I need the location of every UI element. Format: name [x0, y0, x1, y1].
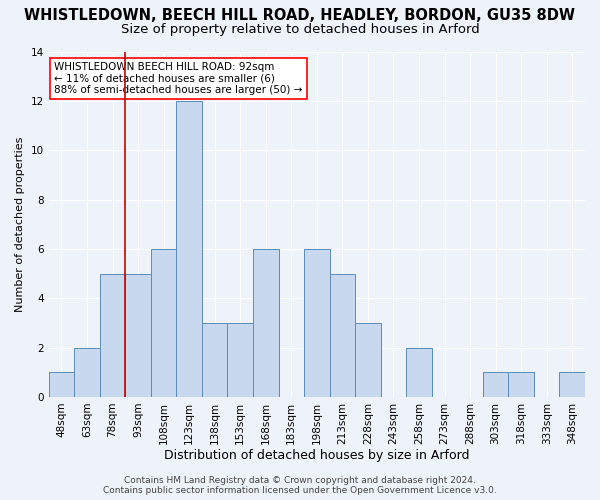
Bar: [355, 323, 380, 397]
Bar: [253, 249, 278, 397]
Y-axis label: Number of detached properties: Number of detached properties: [15, 136, 25, 312]
Bar: [49, 372, 74, 397]
Bar: [202, 323, 227, 397]
Bar: [125, 274, 151, 397]
Bar: [304, 249, 329, 397]
Bar: [329, 274, 355, 397]
Bar: [151, 249, 176, 397]
Bar: [100, 274, 125, 397]
X-axis label: Distribution of detached houses by size in Arford: Distribution of detached houses by size …: [164, 450, 470, 462]
Bar: [508, 372, 534, 397]
Bar: [227, 323, 253, 397]
Text: WHISTLEDOWN BEECH HILL ROAD: 92sqm
← 11% of detached houses are smaller (6)
88% : WHISTLEDOWN BEECH HILL ROAD: 92sqm ← 11%…: [54, 62, 302, 95]
Bar: [406, 348, 432, 397]
Text: Size of property relative to detached houses in Arford: Size of property relative to detached ho…: [121, 22, 479, 36]
Text: Contains HM Land Registry data © Crown copyright and database right 2024.
Contai: Contains HM Land Registry data © Crown c…: [103, 476, 497, 495]
Text: WHISTLEDOWN, BEECH HILL ROAD, HEADLEY, BORDON, GU35 8DW: WHISTLEDOWN, BEECH HILL ROAD, HEADLEY, B…: [25, 8, 575, 22]
Bar: [559, 372, 585, 397]
Bar: [176, 101, 202, 397]
Bar: [483, 372, 508, 397]
Bar: [74, 348, 100, 397]
